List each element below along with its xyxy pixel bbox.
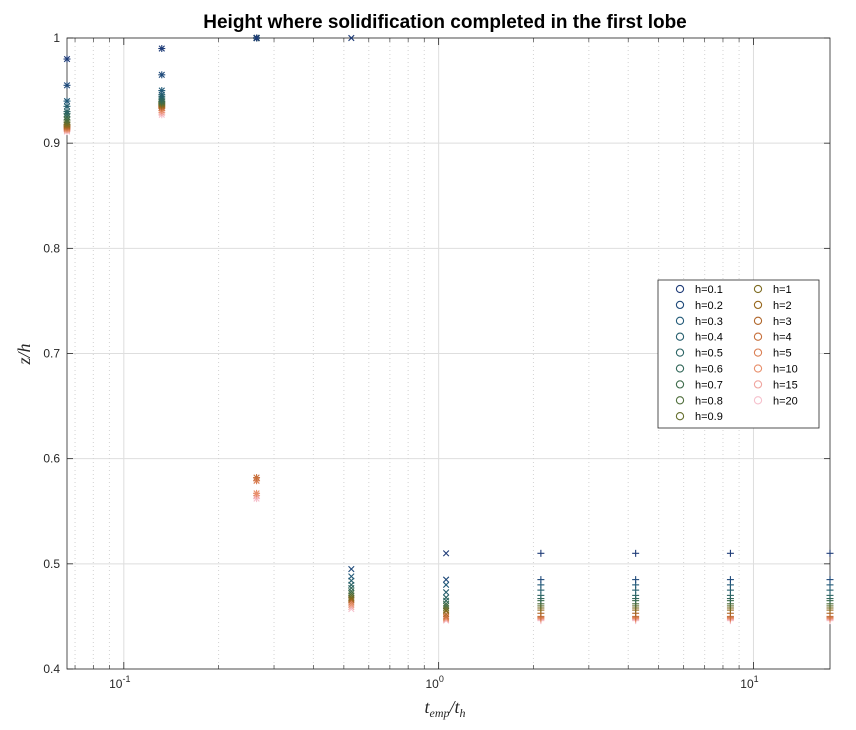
data-point-plus [826,549,834,557]
data-point-star [253,489,261,497]
legend-marker [753,348,763,357]
data-point-star [63,81,71,89]
legend-box [657,279,820,429]
data-point-x [348,573,355,580]
data-points [63,34,834,625]
legend-label: h=1 [773,284,792,296]
chart-title: Height where solidification completed in… [203,12,687,33]
data-point-x [348,590,355,597]
legend-marker [675,300,685,310]
data-point-x [442,581,450,589]
legend-marker [675,332,685,341]
data-point-star [63,97,71,105]
legend-label: h=0.9 [695,411,723,423]
data-point-x [442,594,450,601]
data-point-plus [632,549,640,557]
legend-marker [753,332,763,341]
y-tick-label: 0.9 [43,136,60,150]
legend: h=0.1 h=0.2 h=0.3 h=0.4 h=0.5 h=0.6 h=0.7 h=0.8… [657,279,820,429]
data-point-star [63,55,71,63]
legend-label: h=0.7 [695,379,723,391]
legend-label: h=15 [773,379,798,391]
legend-label: h=0.1 [695,284,723,296]
y-tick-label: 0.6 [43,452,60,466]
legend-marker [753,284,763,294]
data-point-plus [632,576,640,584]
y-axis-label: z/h [14,343,34,365]
legend-marker [675,284,685,294]
x-tick-label: 101 [740,674,758,691]
legend-label: h=0.6 [695,364,723,376]
legend-label: h=0.5 [695,348,723,360]
legend-marker [753,316,763,325]
legend-marker [753,364,763,373]
data-point-star [158,87,166,95]
legend-label: h=20 [773,395,798,407]
data-point-plus [726,549,734,557]
legend-marker [675,348,685,357]
y-tick-label: 0.4 [43,662,60,676]
data-point-x [348,34,355,42]
data-point-x [442,576,450,583]
legend-label: h=5 [773,348,792,360]
data-point-x [348,565,355,573]
data-point-x [442,602,450,610]
x-axis-label: temp/th [424,697,465,720]
legend-label: h=0.2 [695,300,723,312]
data-point-x [442,550,450,557]
legend-marker [675,412,685,421]
data-point-star [253,474,261,482]
data-point-x [442,589,450,596]
plot-frame [66,37,831,670]
data-point-plus [537,576,545,584]
legend-label: h=0.3 [695,316,723,328]
legend-marker [675,364,685,373]
data-point-star [158,71,166,79]
data-point-plus [537,549,545,557]
legend-label: h=4 [773,332,792,344]
data-point-star [158,45,166,53]
x-tick-label: 100 [425,674,443,691]
legend-marker [753,300,763,310]
legend-label: h=0.8 [695,395,723,407]
x-tick-labels: 10-1 100 101 [109,674,759,691]
y-tick-label: 1 [53,31,60,45]
legend-marker [675,396,685,405]
legend-marker [753,380,763,389]
data-point-star [253,34,261,42]
legend-marker [675,316,685,325]
data-point-plus [726,576,734,584]
legend-label: h=10 [773,364,798,376]
legend-label: h=2 [773,300,792,312]
x-tick-label: 10-1 [109,674,130,691]
data-point-x [442,613,450,620]
data-point-plus [826,576,834,584]
y-tick-label: 0.8 [43,241,60,255]
legend-marker [675,380,685,389]
y-tick-label: 0.5 [43,557,60,571]
y-tick-labels: 0.4 0.5 0.6 0.7 0.8 0.9 1 [43,31,60,676]
legend-label: h=3 [773,316,792,328]
legend-label: h=0.4 [695,332,723,344]
legend-marker [753,396,763,405]
y-tick-label: 0.7 [43,347,60,361]
